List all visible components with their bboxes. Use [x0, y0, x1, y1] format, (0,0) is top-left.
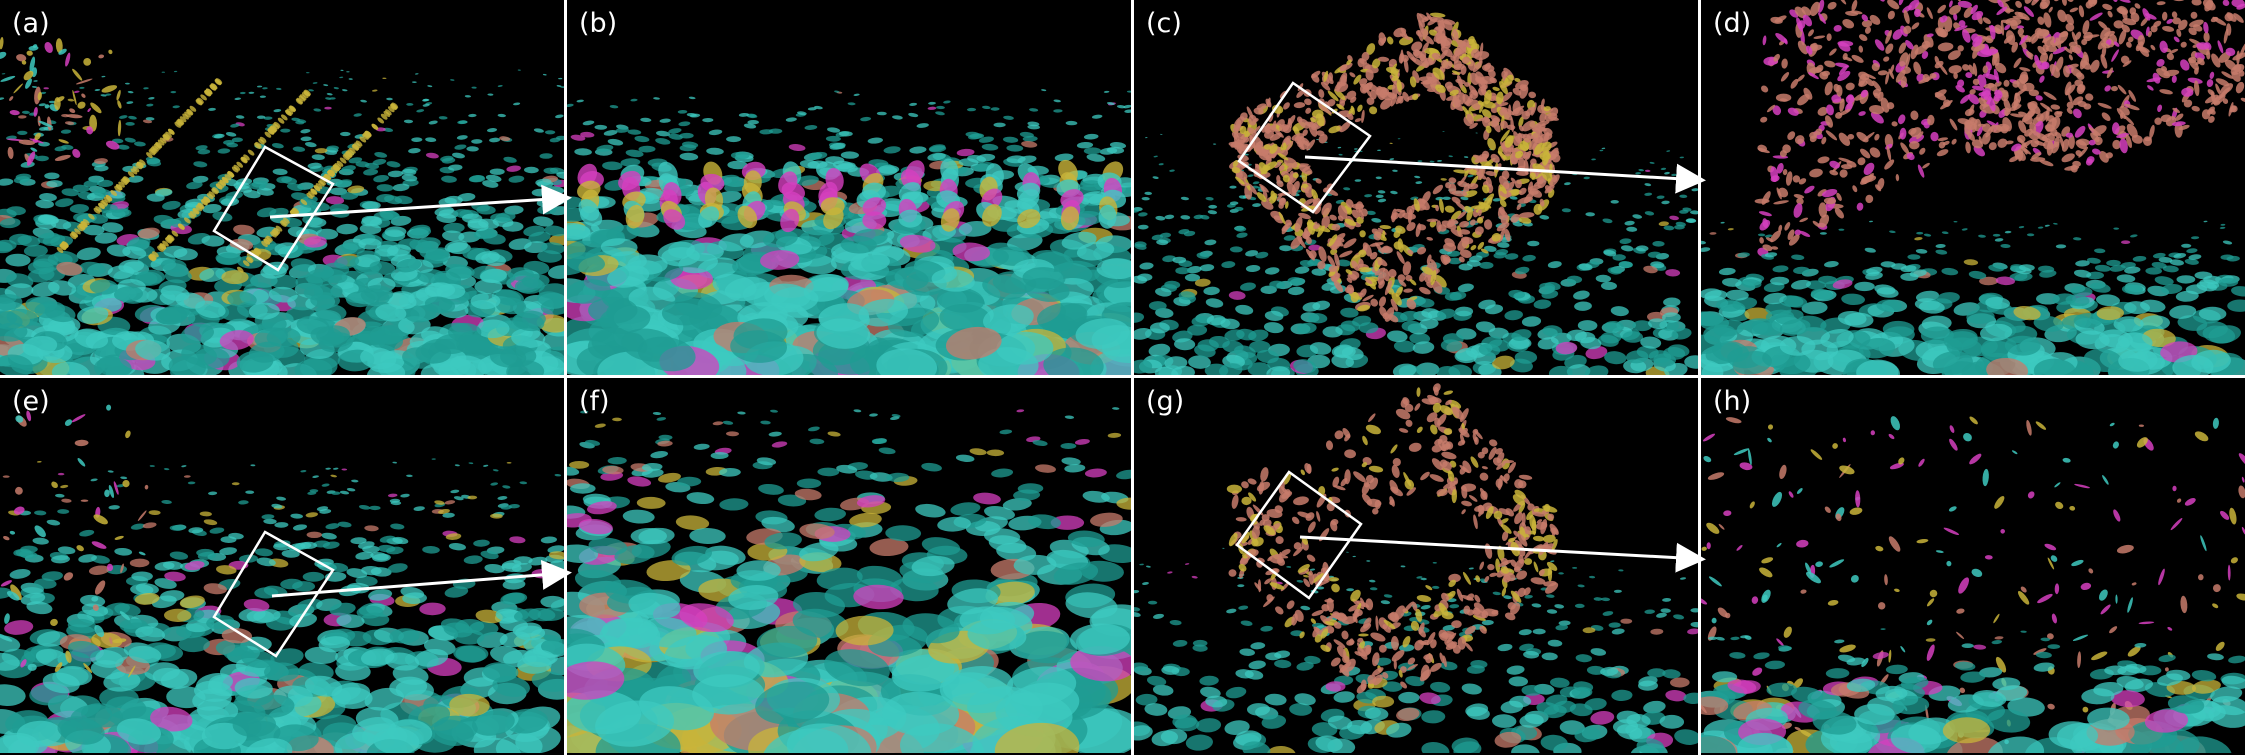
- panel-label: (f): [579, 386, 610, 417]
- panel-label: (e): [12, 386, 50, 417]
- panel-label: (a): [12, 8, 50, 39]
- panel-f: (f): [567, 378, 1131, 755]
- panel-label: (g): [1146, 386, 1185, 417]
- panel-b-render: [567, 89, 1131, 375]
- panel-e-render: [0, 404, 564, 753]
- panel-d: (d): [1701, 0, 2245, 375]
- panel-c: (c): [1134, 0, 1698, 375]
- panel-f-render: [567, 407, 1131, 753]
- panel-label: (b): [579, 8, 618, 39]
- panel-b: (b): [567, 0, 1131, 375]
- panel-g-render: [1134, 383, 1698, 753]
- panel-d-render: [1701, 0, 2245, 375]
- panel-e: (e): [0, 378, 564, 755]
- panel-h-render: [1701, 416, 2245, 753]
- panel-g: (g): [1134, 378, 1698, 755]
- panel-label: (h): [1713, 386, 1752, 417]
- panel-a: (a): [0, 0, 564, 375]
- panel-label: (c): [1146, 8, 1182, 39]
- panel-h: (h): [1701, 378, 2245, 755]
- panel-c-render: [1134, 12, 1698, 375]
- panel-a-render: [0, 37, 564, 375]
- panel-label: (d): [1713, 8, 1752, 39]
